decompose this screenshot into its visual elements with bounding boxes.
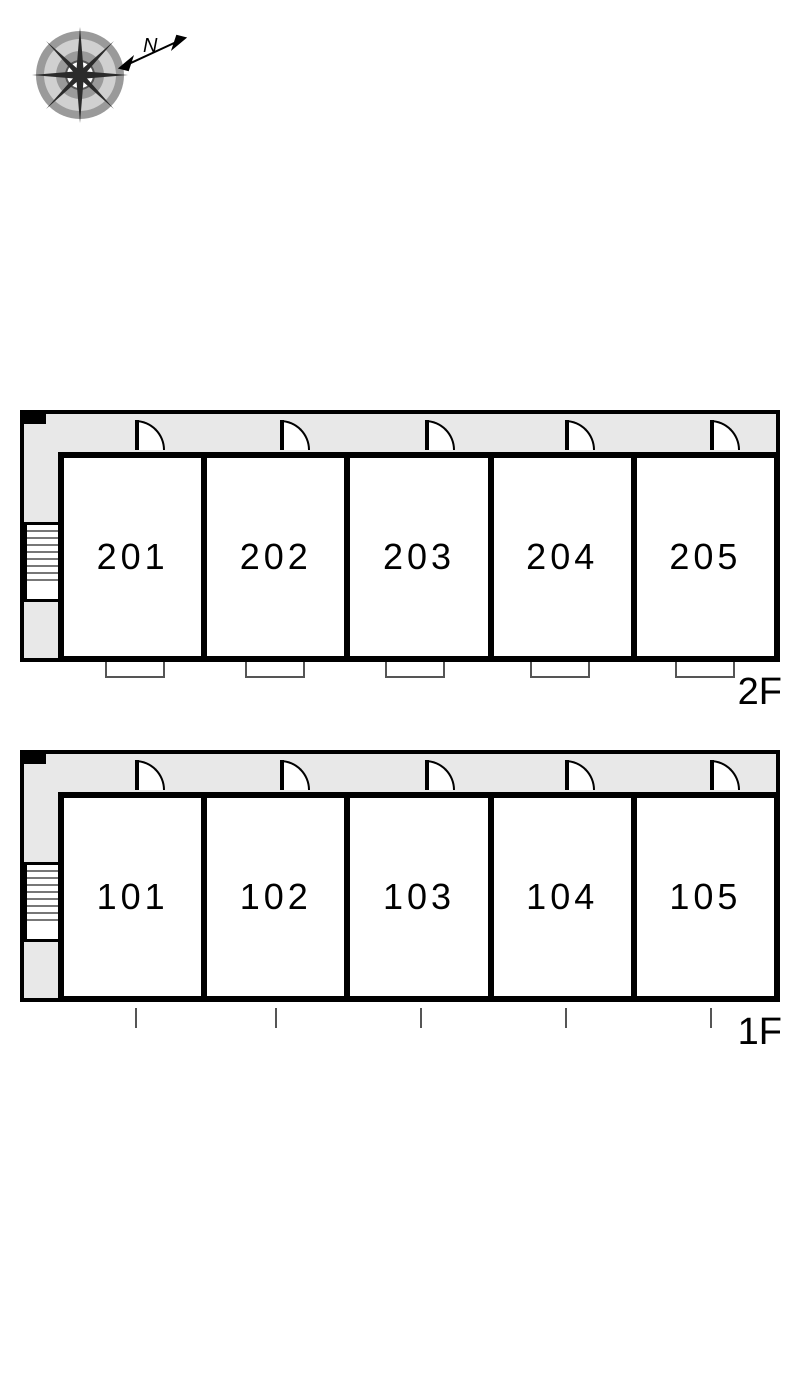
window-tick-icon bbox=[420, 1008, 422, 1028]
unit-202: 202 bbox=[207, 458, 350, 656]
floor-label-2f: 2F bbox=[738, 671, 782, 714]
stairs-area-1f bbox=[20, 792, 58, 1002]
door-icon bbox=[565, 756, 589, 792]
window-tick-icon bbox=[565, 1008, 567, 1028]
balcony-icon bbox=[245, 662, 305, 678]
door-icon bbox=[710, 756, 734, 792]
door-icon bbox=[565, 416, 589, 452]
floor-block-1f: 101102103104105 1F bbox=[20, 750, 780, 1050]
window-tick-icon bbox=[135, 1008, 137, 1028]
door-icon bbox=[280, 756, 304, 792]
compass-rose: N bbox=[25, 20, 205, 130]
stairs-area-2f bbox=[20, 452, 58, 662]
door-icon bbox=[135, 416, 159, 452]
units-row-2f: 201202203204205 bbox=[58, 452, 780, 662]
compass-label: N bbox=[143, 35, 158, 57]
unit-104: 104 bbox=[494, 798, 637, 996]
unit-103: 103 bbox=[350, 798, 493, 996]
balcony-icon bbox=[385, 662, 445, 678]
window-tick-icon bbox=[710, 1008, 712, 1028]
unit-204: 204 bbox=[494, 458, 637, 656]
unit-102: 102 bbox=[207, 798, 350, 996]
door-icon bbox=[425, 416, 449, 452]
door-icon bbox=[135, 756, 159, 792]
unit-203: 203 bbox=[350, 458, 493, 656]
corridor-1f bbox=[20, 750, 780, 796]
unit-205: 205 bbox=[637, 458, 774, 656]
door-icon bbox=[280, 416, 304, 452]
balcony-icon bbox=[530, 662, 590, 678]
balcony-icon bbox=[105, 662, 165, 678]
balcony-icon bbox=[675, 662, 735, 678]
unit-101: 101 bbox=[64, 798, 207, 996]
unit-201: 201 bbox=[64, 458, 207, 656]
window-tick-icon bbox=[275, 1008, 277, 1028]
stairs-icon bbox=[24, 522, 62, 602]
floor-label-1f: 1F bbox=[738, 1011, 782, 1054]
stairs-icon bbox=[24, 862, 62, 942]
door-icon bbox=[425, 756, 449, 792]
corridor-2f bbox=[20, 410, 780, 456]
door-icon bbox=[710, 416, 734, 452]
units-row-1f: 101102103104105 bbox=[58, 792, 780, 1002]
unit-105: 105 bbox=[637, 798, 774, 996]
floorplan: 201202203204205 2F 101102103104105 1F bbox=[20, 410, 780, 1090]
floor-block-2f: 201202203204205 2F bbox=[20, 410, 780, 710]
